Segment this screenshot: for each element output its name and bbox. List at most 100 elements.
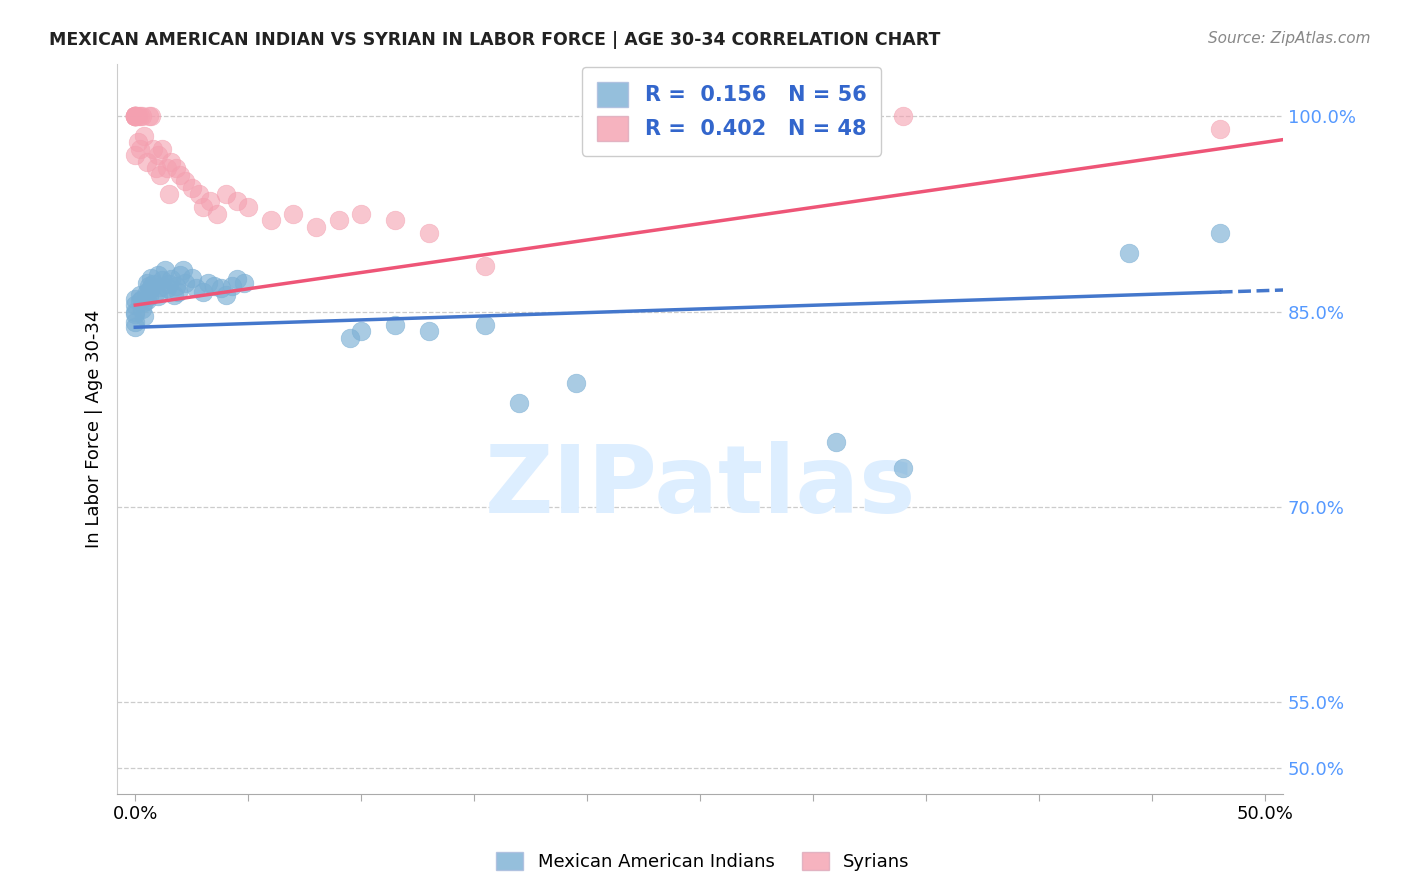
- Point: [124, 320, 146, 334]
- Point: [283, 207, 305, 221]
- Point: [124, 109, 146, 123]
- Point: [131, 292, 153, 306]
- Point: [124, 109, 146, 123]
- Point: [238, 200, 260, 214]
- Point: [205, 207, 228, 221]
- Point: [202, 278, 225, 293]
- Point: [124, 109, 146, 123]
- Point: [146, 268, 169, 282]
- Point: [138, 278, 160, 293]
- Point: [139, 281, 162, 295]
- Point: [384, 318, 406, 332]
- Point: [124, 315, 146, 329]
- Point: [191, 200, 214, 214]
- Point: [124, 292, 146, 306]
- Point: [305, 219, 328, 234]
- Point: [124, 307, 146, 321]
- Point: [124, 109, 146, 123]
- Point: [124, 109, 146, 123]
- Point: [160, 154, 183, 169]
- Point: [142, 277, 165, 292]
- Point: [124, 109, 146, 123]
- Point: [145, 161, 167, 176]
- Point: [145, 285, 167, 299]
- Point: [384, 213, 406, 227]
- Point: [135, 293, 157, 307]
- Point: [142, 142, 165, 156]
- Point: [226, 194, 249, 208]
- Point: [169, 168, 191, 182]
- Point: [180, 270, 202, 285]
- Point: [418, 324, 440, 338]
- Point: [221, 278, 243, 293]
- Text: Source: ZipAtlas.com: Source: ZipAtlas.com: [1208, 31, 1371, 46]
- Point: [139, 270, 162, 285]
- Point: [474, 259, 496, 273]
- Point: [174, 174, 197, 188]
- Point: [339, 331, 361, 345]
- Point: [1209, 227, 1232, 241]
- Point: [149, 280, 172, 294]
- Point: [127, 109, 149, 123]
- Point: [146, 148, 169, 162]
- Point: [474, 318, 496, 332]
- Point: [232, 276, 254, 290]
- Point: [209, 281, 232, 295]
- Point: [134, 309, 156, 323]
- Point: [187, 187, 209, 202]
- Point: [153, 263, 176, 277]
- Point: [1118, 246, 1140, 260]
- Point: [124, 109, 146, 123]
- Point: [124, 109, 146, 123]
- Point: [135, 285, 157, 299]
- Point: [131, 301, 153, 316]
- Point: [128, 142, 150, 156]
- Point: [893, 461, 915, 475]
- Text: ZIPatlas: ZIPatlas: [485, 442, 915, 533]
- Point: [328, 213, 350, 227]
- Point: [146, 289, 169, 303]
- Point: [214, 287, 236, 301]
- Point: [824, 434, 846, 449]
- Point: [150, 142, 173, 156]
- Point: [165, 161, 187, 176]
- Point: [150, 273, 173, 287]
- Point: [131, 109, 153, 123]
- Point: [198, 194, 221, 208]
- Legend: Mexican American Indians, Syrians: Mexican American Indians, Syrians: [489, 845, 917, 879]
- Point: [124, 298, 146, 312]
- Point: [565, 376, 588, 391]
- Point: [418, 227, 440, 241]
- Point: [180, 181, 202, 195]
- Point: [508, 396, 530, 410]
- Point: [134, 295, 156, 310]
- Point: [138, 289, 160, 303]
- Legend: R =  0.156   N = 56, R =  0.402   N = 48: R = 0.156 N = 56, R = 0.402 N = 48: [582, 67, 882, 155]
- Point: [128, 294, 150, 309]
- Point: [1209, 122, 1232, 136]
- Point: [156, 281, 179, 295]
- Point: [350, 324, 373, 338]
- Point: [127, 135, 149, 149]
- Point: [157, 277, 180, 292]
- Point: [138, 109, 160, 123]
- Point: [169, 268, 191, 282]
- Point: [191, 285, 214, 299]
- Point: [128, 109, 150, 123]
- Point: [124, 109, 146, 123]
- Point: [165, 278, 187, 293]
- Y-axis label: In Labor Force | Age 30-34: In Labor Force | Age 30-34: [86, 310, 103, 548]
- Point: [128, 287, 150, 301]
- Point: [157, 187, 180, 202]
- Point: [350, 207, 373, 221]
- Point: [174, 276, 197, 290]
- Point: [226, 272, 249, 286]
- Point: [167, 285, 190, 299]
- Point: [139, 109, 162, 123]
- Point: [160, 272, 183, 286]
- Point: [214, 187, 236, 202]
- Point: [197, 276, 219, 290]
- Point: [260, 213, 283, 227]
- Point: [156, 161, 179, 176]
- Point: [124, 148, 146, 162]
